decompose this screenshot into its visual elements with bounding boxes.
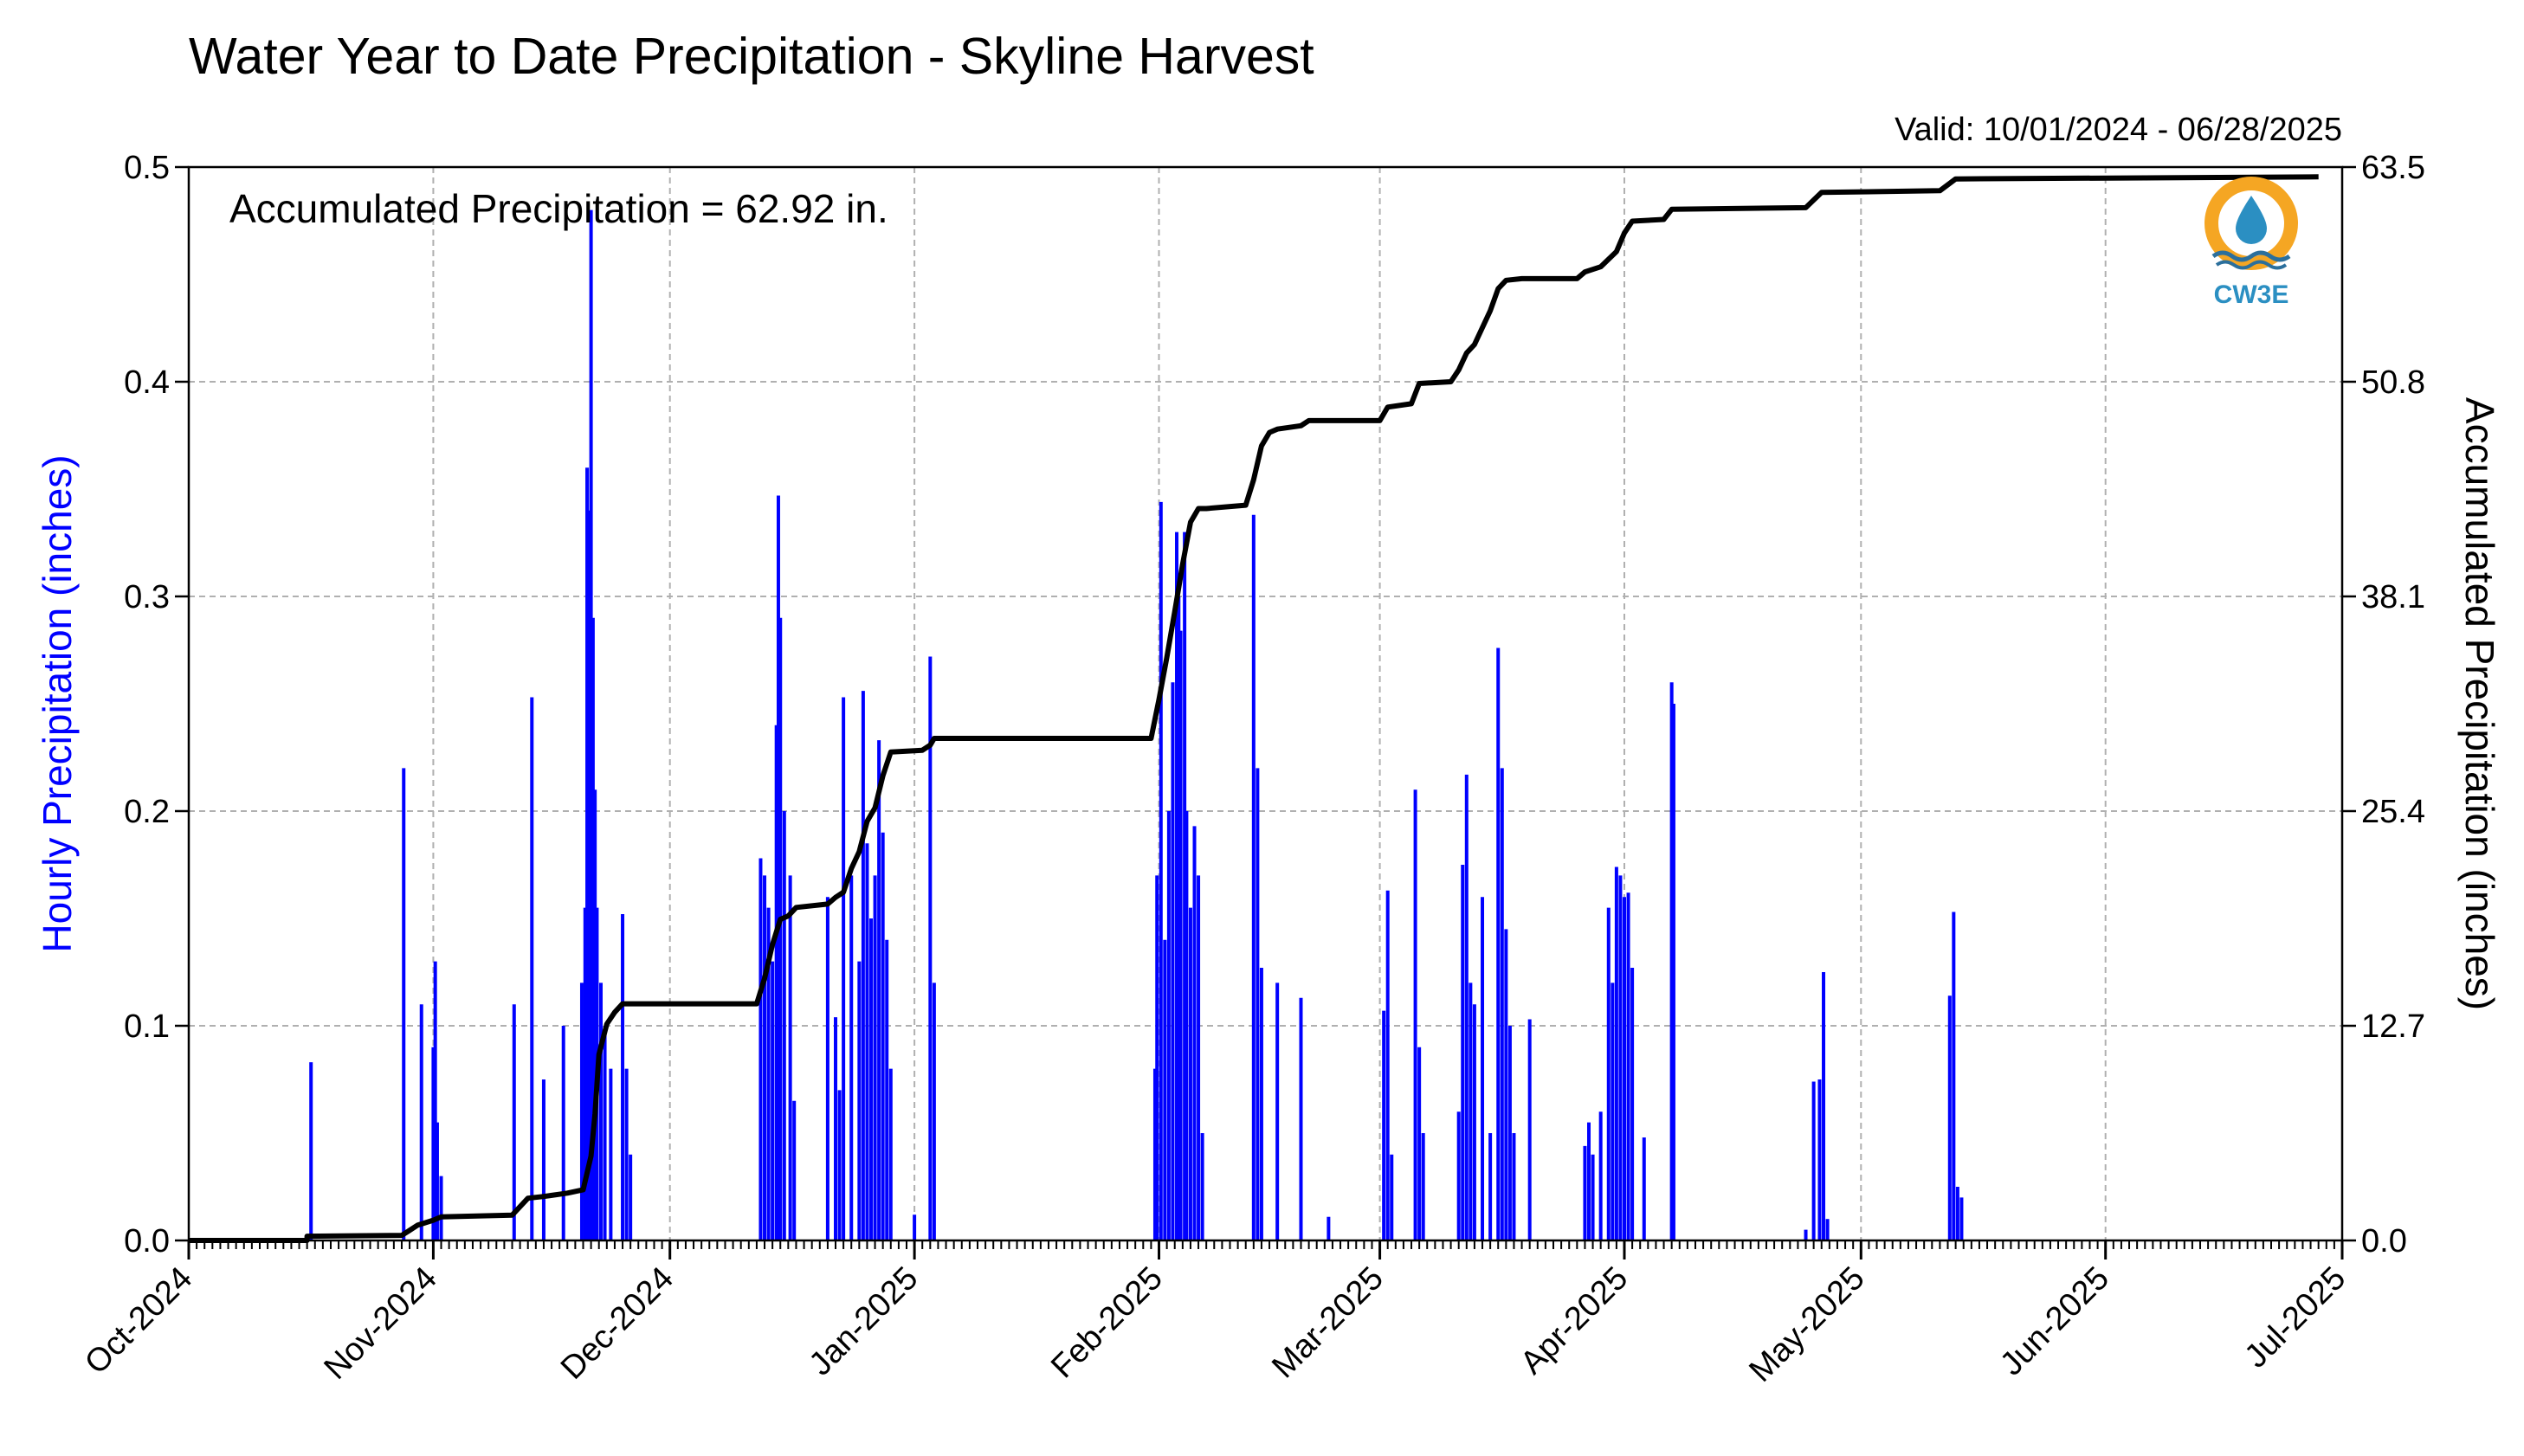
y-tick-label: 0.3 — [124, 579, 170, 615]
y2-tick-label: 50.8 — [2361, 364, 2425, 401]
y-axis-right: 0.0 12.7 25.4 38.1 50.8 63.5 — [2342, 150, 2425, 1260]
logo-wave-icon — [2211, 250, 2291, 262]
y-tick-label: 0.0 — [124, 1223, 170, 1260]
accumulated-total-annotation: Accumulated Precipitation = 62.92 in. — [229, 186, 888, 231]
hourly-precip-bars — [309, 209, 1964, 1240]
y-tick-label: 0.1 — [124, 1008, 170, 1045]
logo-text: CW3E — [2214, 280, 2289, 309]
chart-title: Water Year to Date Precipitation - Skyli… — [189, 28, 1314, 85]
y2-tick-label: 25.4 — [2361, 794, 2425, 830]
cw3e-logo: CW3E — [2204, 177, 2298, 309]
y2-axis-label: Accumulated Precipitation (inches) — [2457, 397, 2502, 1010]
y-axis-left: 0.0 0.1 0.2 0.3 0.4 0.5 — [124, 150, 189, 1260]
y2-tick-label: 63.5 — [2361, 150, 2425, 186]
y-tick-label: 0.2 — [124, 794, 170, 830]
y-tick-label: 0.5 — [124, 150, 170, 186]
water-drop-icon — [2236, 196, 2267, 244]
y2-tick-label: 12.7 — [2361, 1008, 2425, 1045]
gridlines — [189, 167, 2342, 1240]
y2-tick-label: 38.1 — [2361, 579, 2425, 615]
y2-tick-label: 0.0 — [2361, 1223, 2407, 1260]
valid-date-range: Valid: 10/01/2024 - 06/28/2025 — [1895, 112, 2342, 148]
y-axis-label: Hourly Precipitation (inches) — [35, 454, 80, 952]
logo-wave-icon-2 — [2215, 260, 2288, 270]
y-tick-label: 0.4 — [124, 364, 170, 401]
accumulated-precip-line — [189, 174, 2319, 1243]
plot-frame — [187, 165, 2344, 1242]
accumulated-line — [189, 174, 2319, 1243]
